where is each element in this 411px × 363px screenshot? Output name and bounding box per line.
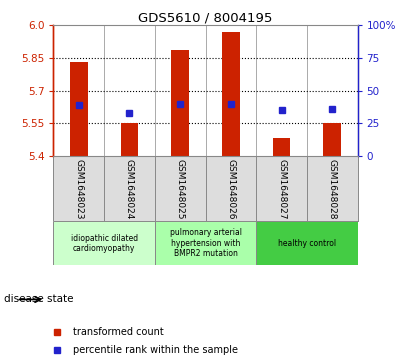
Text: GSM1648024: GSM1648024 bbox=[125, 159, 134, 220]
Text: percentile rank within the sample: percentile rank within the sample bbox=[73, 345, 238, 355]
Bar bbox=[171, 50, 189, 156]
Text: GSM1648028: GSM1648028 bbox=[328, 159, 337, 220]
Bar bbox=[155, 221, 256, 265]
Bar bbox=[256, 221, 358, 265]
Bar bbox=[222, 32, 240, 156]
Text: GSM1648026: GSM1648026 bbox=[226, 159, 236, 220]
Text: GSM1648025: GSM1648025 bbox=[175, 159, 185, 220]
Title: GDS5610 / 8004195: GDS5610 / 8004195 bbox=[139, 11, 272, 24]
Text: disease state: disease state bbox=[4, 294, 74, 305]
Text: GSM1648027: GSM1648027 bbox=[277, 159, 286, 220]
Bar bbox=[323, 123, 341, 156]
Text: transformed count: transformed count bbox=[73, 327, 164, 337]
Text: idiopathic dilated
cardiomyopathy: idiopathic dilated cardiomyopathy bbox=[71, 233, 138, 253]
Bar bbox=[120, 123, 139, 156]
Bar bbox=[70, 62, 88, 156]
Bar bbox=[272, 138, 291, 156]
Text: pulmonary arterial
hypertension with
BMPR2 mutation: pulmonary arterial hypertension with BMP… bbox=[169, 228, 242, 258]
Text: GSM1648023: GSM1648023 bbox=[74, 159, 83, 220]
Bar bbox=[53, 221, 155, 265]
Text: healthy control: healthy control bbox=[278, 239, 336, 248]
